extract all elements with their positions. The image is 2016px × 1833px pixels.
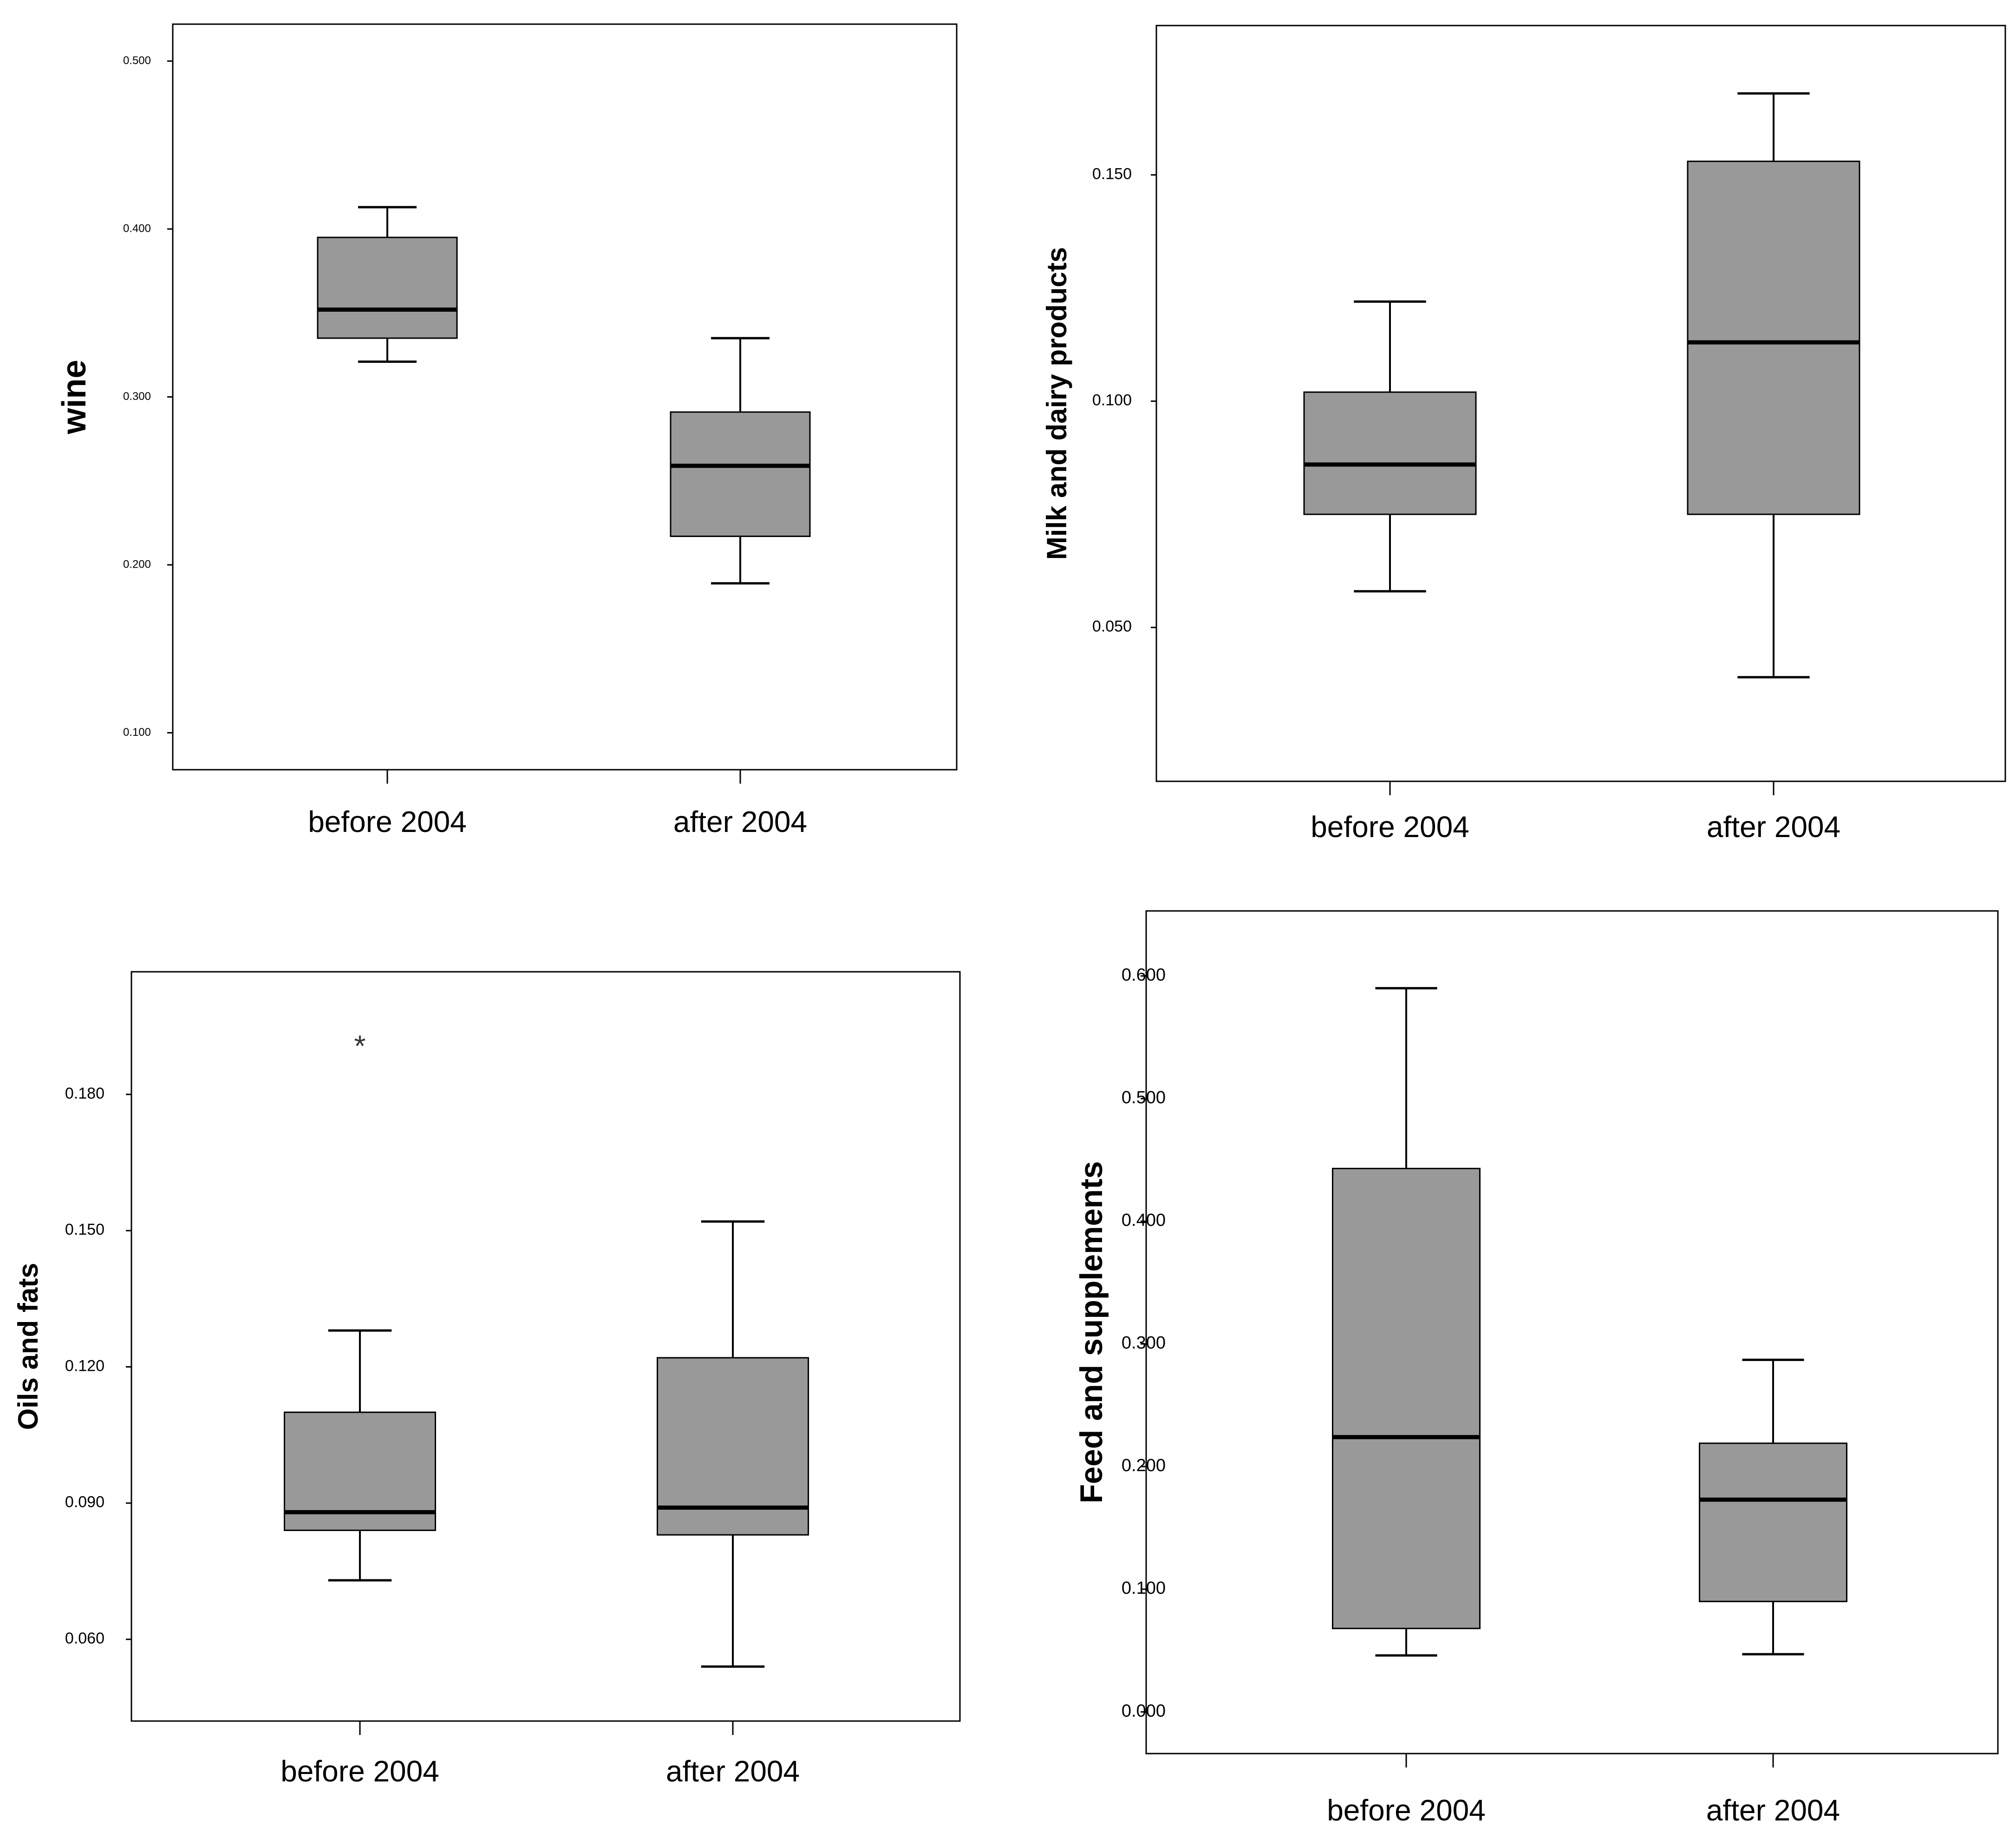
iqr-box [657,1357,809,1536]
y-tick-label: 0.200 [1122,1456,1166,1475]
box-before-2004: * [284,1029,436,1582]
y-tick-label: 0.600 [1122,965,1166,985]
plot-frame [1145,910,1999,1754]
panel-feed-and-supplements: 0.000 0.100 0.200 0.300 0.400 0.500 0.600 Feed … [1074,910,1999,1827]
y-tick-label: 0.150 [1092,165,1132,183]
y-tick-label: 0.200 [123,558,151,570]
y-tick-label: 0.120 [65,1357,104,1375]
plot-frame [1155,25,2006,782]
iqr-box [1303,391,1477,515]
y-tick-label: 0.400 [1122,1211,1166,1230]
y-tick-label: 0.050 [1092,618,1132,635]
box-before-2004 [1303,300,1477,593]
x-category-label: before 2004 [281,1754,439,1788]
box-after-2004 [670,337,811,585]
y-tick-label: 0.100 [1122,1578,1166,1598]
y-tick-label: 0.300 [123,390,151,403]
box-before-2004 [1332,987,1481,1657]
box-after-2004 [657,1220,809,1668]
iqr-box [317,236,458,339]
x-category-label: after 2004 [1706,1794,1840,1827]
x-category-label: after 2004 [666,1754,800,1788]
outlier-marker: * [354,1029,366,1063]
plot-frame [172,23,958,771]
y-axis-title: Milk and dairy products [1041,247,1072,560]
y-tick-label: 0.400 [123,222,151,235]
iqr-box [1699,1442,1847,1603]
y-axis-title: Feed and supplements [1074,1161,1109,1504]
y-axis-title: Oils and fats [13,1263,44,1430]
x-category-label: before 2004 [1327,1794,1486,1827]
box-before-2004 [317,206,458,363]
iqr-box [1687,160,1860,515]
y-tick-label: 0.090 [65,1493,104,1511]
panel-milk-and-dairy-products: 0.050 0.100 0.150 Milk and dairy products be… [1041,25,2006,844]
y-tick-label: 0.180 [65,1085,104,1102]
box-after-2004 [1699,1358,1847,1656]
iqr-box [1332,1167,1481,1630]
x-category-label: after 2004 [673,805,807,838]
y-tick-label: 0.500 [1122,1088,1166,1107]
plot-frame [130,971,961,1722]
y-axis-title: wine [56,360,93,434]
y-tick-label: 0.300 [1122,1333,1166,1353]
x-category-label: after 2004 [1707,810,1840,844]
y-tick-label: 0.150 [65,1221,104,1238]
iqr-box [670,411,811,537]
panel-oils-and-fats: 0.060 0.090 0.120 0.150 0.180 Oils and fats be… [13,971,961,1788]
x-category-label: before 2004 [308,805,467,838]
box-after-2004 [1687,92,1860,679]
x-category-label: before 2004 [1311,810,1469,844]
y-tick-label: 0.100 [1092,392,1132,409]
y-tick-label: 0.500 [123,54,151,67]
panel-wine: 0.100 0.200 0.300 0.400 0.500 wine before 2004… [56,23,958,838]
y-tick-label: 0.060 [65,1630,104,1647]
y-tick-label: 0.000 [1122,1701,1166,1721]
y-tick-label: 0.100 [123,726,151,739]
